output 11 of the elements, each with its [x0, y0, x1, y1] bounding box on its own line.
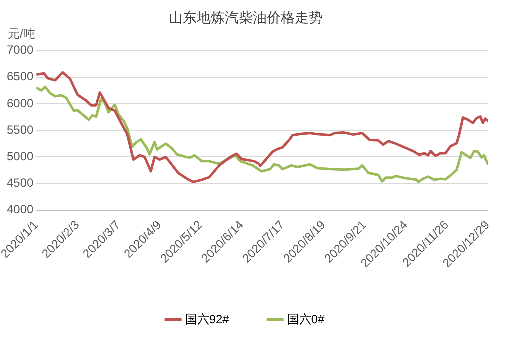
y-tick-label: 5000	[6, 149, 34, 164]
y-tick-label: 4000	[6, 202, 34, 217]
y-tick-label: 6500	[6, 70, 34, 84]
legend-label: 国六92#	[185, 312, 230, 326]
chart-title: 山东地炼汽柴油价格走势	[169, 9, 323, 26]
y-tick-label: 4500	[6, 176, 34, 190]
legend-label: 国六0#	[287, 312, 326, 326]
y-tick-label: 5500	[6, 122, 34, 137]
y-tick-label: 6000	[6, 96, 34, 110]
y-axis-title: 元/吨	[8, 27, 36, 42]
y-tick-label: 7000	[6, 43, 34, 58]
